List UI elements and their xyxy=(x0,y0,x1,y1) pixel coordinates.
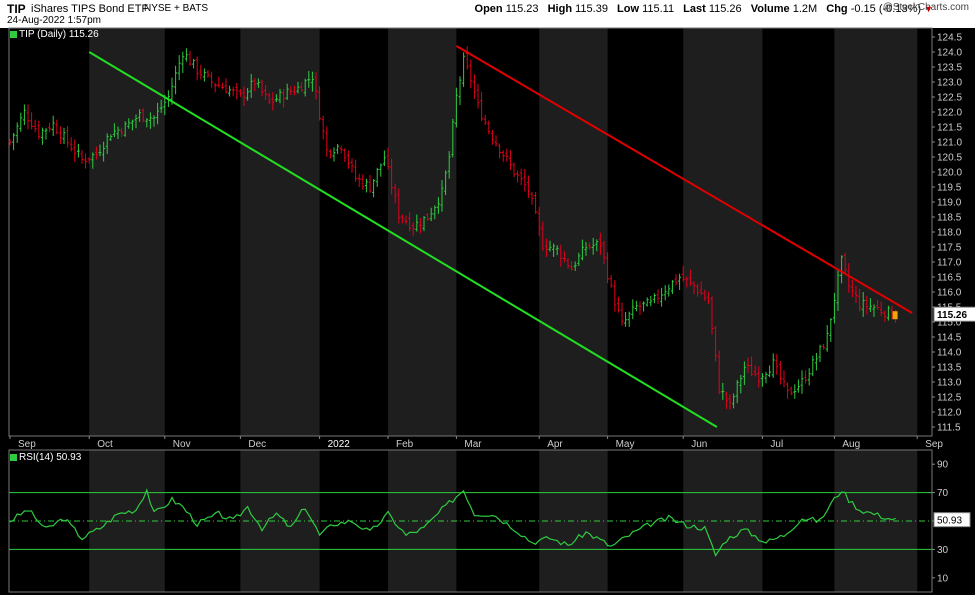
rsi-line xyxy=(9,488,896,557)
price-tick-label: 121.0 xyxy=(937,138,962,149)
last-price-label: 115.26 xyxy=(937,310,967,321)
ohlc-summary: Open 115.23 High 115.39 Low 115.11 Last … xyxy=(475,3,933,15)
date-tick-label: Jun xyxy=(691,439,707,450)
price-tick-label: 111.5 xyxy=(937,423,961,434)
price-tick-label: 121.5 xyxy=(937,123,962,134)
price-tick-label: 112.5 xyxy=(937,393,962,404)
volume-value: 1.2M xyxy=(792,3,818,15)
chg-label: Chg xyxy=(826,3,848,15)
volume-label: Volume xyxy=(750,3,790,15)
stockcharts-logo: @StockCharts.com xyxy=(882,2,969,13)
price-tick-label: 124.5 xyxy=(937,33,962,44)
ticker-symbol: TIP xyxy=(7,2,26,16)
price-tick-label: 118.0 xyxy=(937,228,962,239)
last-price-marker xyxy=(933,306,975,322)
price-tick-label: 123.0 xyxy=(937,78,962,89)
security-name: iShares TIPS Bond ETF xyxy=(31,3,149,15)
price-tick-label: 117.5 xyxy=(937,243,962,254)
date-tick-label: Oct xyxy=(97,439,113,450)
month-band xyxy=(834,450,918,592)
price-tick-label: 114.0 xyxy=(937,348,962,359)
chart-header: TIP iShares TIPS Bond ETF NYSE + BATS 24… xyxy=(0,0,975,28)
last-label: Last xyxy=(683,3,706,15)
date-tick-label: 2022 xyxy=(328,439,351,450)
rsi-tick-label: 70 xyxy=(937,488,949,499)
price-tick-label: 113.0 xyxy=(937,378,962,389)
price-tick-label: 119.5 xyxy=(937,183,962,194)
month-band xyxy=(89,28,165,436)
price-tick-label: 117.0 xyxy=(937,258,962,269)
rsi-tick-label: 90 xyxy=(937,460,949,471)
chg-value: -0.15 (-0.13%) xyxy=(850,3,922,15)
price-tick-label: 123.5 xyxy=(937,63,962,74)
rsi-last-label: 50.93 xyxy=(937,516,962,527)
month-band xyxy=(240,450,320,592)
date-tick-label: Sep xyxy=(18,439,36,450)
last-value: 115.26 xyxy=(708,3,742,15)
support-trendline xyxy=(88,51,718,428)
date-tick-label: Nov xyxy=(173,439,191,450)
month-band xyxy=(539,28,608,436)
price-legend-label: TIP (Daily) 115.26 xyxy=(19,29,99,40)
month-band xyxy=(683,28,763,436)
high-label: High xyxy=(547,3,573,15)
price-tick-label: 112.0 xyxy=(937,408,962,419)
price-tick-label: 118.5 xyxy=(937,213,962,224)
rsi-legend-swatch xyxy=(10,453,17,461)
quote-datetime: 24-Aug-2022 1:57pm xyxy=(7,15,101,26)
price-legend-swatch xyxy=(10,30,17,38)
date-tick-label: Mar xyxy=(464,439,482,450)
month-band xyxy=(834,28,918,436)
rsi-tick-label: 10 xyxy=(937,573,949,584)
down-arrow-icon: ▼ xyxy=(924,4,933,14)
month-band xyxy=(388,28,457,436)
date-tick-label: Dec xyxy=(248,439,266,450)
price-tick-label: 116.0 xyxy=(937,288,962,299)
low-value: 115.11 xyxy=(642,3,675,15)
date-tick-label: Apr xyxy=(547,439,563,450)
date-tick-label: Aug xyxy=(842,439,860,450)
price-tick-label: 120.5 xyxy=(937,153,962,164)
price-tick-label: 119.0 xyxy=(937,198,962,209)
last-bar-highlight xyxy=(892,311,898,320)
low-label: Low xyxy=(617,3,640,15)
rsi-last-marker xyxy=(933,512,971,528)
price-tick-label: 115.0 xyxy=(937,318,962,329)
date-tick-label: Sep xyxy=(925,439,943,450)
high-value: 115.39 xyxy=(575,3,608,15)
resistance-trendline xyxy=(455,45,913,314)
exchange-label: NYSE + BATS xyxy=(144,3,209,14)
price-legend: TIP (Daily) 115.26 xyxy=(10,29,99,40)
rsi-legend-label: RSI(14) 50.93 xyxy=(19,452,82,463)
date-tick-label: Jul xyxy=(770,439,783,450)
month-band xyxy=(683,450,763,592)
open-value: 115.23 xyxy=(505,3,539,15)
price-tick-label: 114.5 xyxy=(937,333,962,344)
rsi-legend: RSI(14) 50.93 xyxy=(10,452,81,463)
price-tick-label: 120.0 xyxy=(937,168,962,179)
price-tick-label: 122.5 xyxy=(937,93,962,104)
month-band xyxy=(388,450,457,592)
price-tick-label: 116.5 xyxy=(937,273,962,284)
price-tick-label: 124.0 xyxy=(937,48,962,59)
open-label: Open xyxy=(474,3,503,15)
rsi-tick-label: 30 xyxy=(937,545,949,556)
price-tick-label: 122.0 xyxy=(937,108,962,119)
price-tick-label: 113.5 xyxy=(937,363,962,374)
date-tick-label: May xyxy=(616,439,635,450)
date-tick-label: Feb xyxy=(396,439,414,450)
